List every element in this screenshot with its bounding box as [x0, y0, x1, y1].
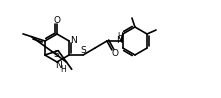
Text: N: N: [55, 61, 61, 70]
Text: N: N: [116, 35, 123, 44]
Text: O: O: [111, 49, 118, 58]
Text: S: S: [80, 46, 86, 55]
Text: H: H: [117, 31, 123, 40]
Text: H: H: [60, 64, 66, 74]
Text: N: N: [70, 35, 76, 44]
Text: S: S: [53, 50, 59, 59]
Text: O: O: [53, 16, 61, 25]
